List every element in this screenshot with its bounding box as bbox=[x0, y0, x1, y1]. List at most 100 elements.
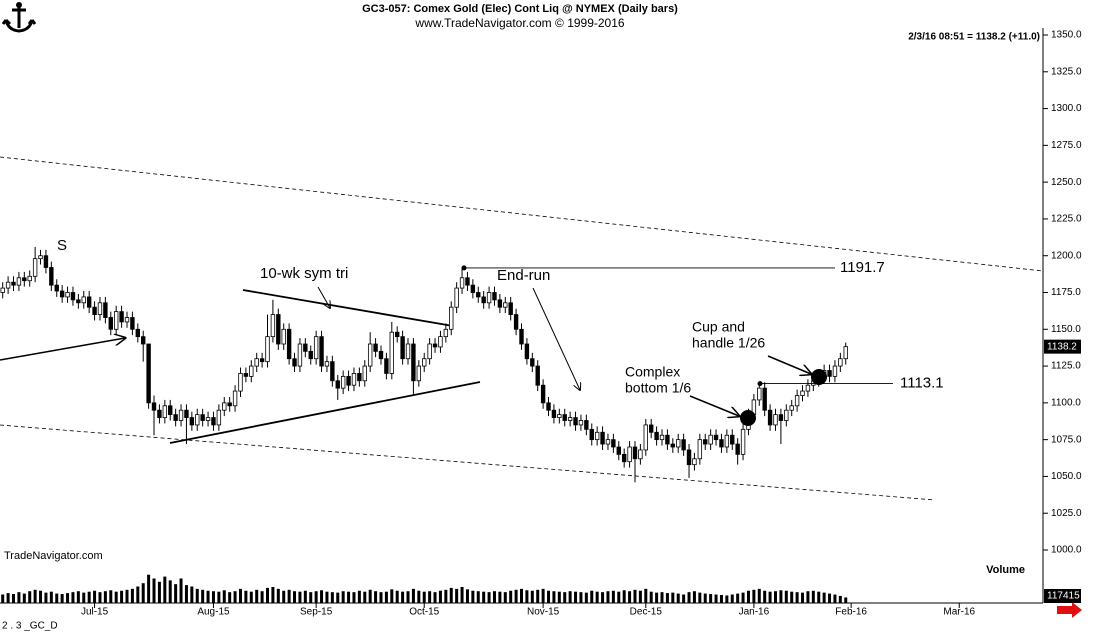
volume-bar bbox=[228, 592, 232, 603]
volume-bar bbox=[438, 590, 442, 603]
candle-body bbox=[119, 311, 124, 323]
volume-bar bbox=[374, 591, 378, 603]
volume-bar bbox=[320, 590, 324, 603]
volume-bar bbox=[514, 589, 518, 603]
volume-bar bbox=[584, 592, 588, 603]
candle-body bbox=[43, 255, 49, 268]
volume-bar bbox=[71, 592, 75, 603]
annotation: Cup and bbox=[692, 319, 745, 335]
volume-bar bbox=[606, 591, 610, 603]
volume-bar bbox=[838, 595, 842, 603]
volume-bar bbox=[828, 593, 832, 603]
candle-body bbox=[357, 373, 362, 382]
volume-bar bbox=[622, 590, 626, 603]
candle-body bbox=[486, 292, 492, 304]
candle-body bbox=[492, 292, 497, 301]
candle-body bbox=[584, 420, 589, 430]
candle-body bbox=[222, 402, 227, 411]
volume-bar bbox=[1, 594, 5, 603]
volume-bar bbox=[55, 593, 59, 603]
x-tick-label: Aug-15 bbox=[197, 607, 230, 618]
volume-bar bbox=[341, 591, 345, 603]
volume-bar bbox=[417, 590, 421, 603]
volume-bar bbox=[17, 592, 21, 603]
candle-body bbox=[730, 434, 735, 445]
candle-body bbox=[340, 375, 346, 389]
volume-bar bbox=[752, 589, 756, 603]
volume-bar bbox=[692, 591, 696, 603]
volume-bar bbox=[330, 592, 334, 603]
volume-bar bbox=[628, 591, 632, 603]
candle-body bbox=[211, 417, 216, 426]
annotation: End-run bbox=[497, 267, 550, 284]
candle-body bbox=[562, 414, 567, 421]
volume-bar bbox=[633, 589, 637, 603]
volume-bar bbox=[352, 592, 356, 603]
candle-body bbox=[270, 314, 276, 338]
candle-body bbox=[519, 328, 524, 345]
y-tick-label: 1025.0 bbox=[1051, 508, 1082, 519]
last-volume-box bbox=[1044, 589, 1081, 603]
candle-body bbox=[648, 424, 654, 433]
volume-bar bbox=[163, 576, 167, 603]
candle-body bbox=[308, 350, 313, 360]
volume-bar bbox=[336, 592, 340, 603]
volume-bar bbox=[395, 590, 399, 603]
annotation: Complex bbox=[625, 364, 680, 380]
candle-body bbox=[0, 287, 5, 293]
candle-body bbox=[784, 409, 789, 421]
volume-bar bbox=[822, 592, 826, 603]
candle-body bbox=[540, 384, 546, 404]
candle-body bbox=[351, 373, 357, 386]
candle-body bbox=[22, 277, 27, 282]
candle-body bbox=[297, 343, 303, 367]
volume-bar bbox=[260, 591, 264, 603]
candle-body bbox=[551, 409, 557, 418]
candle-body bbox=[438, 336, 443, 348]
volume-bar bbox=[233, 591, 237, 603]
volume-bar bbox=[671, 592, 675, 603]
volume-bar bbox=[147, 574, 151, 603]
candle-body bbox=[92, 306, 97, 315]
candle-body bbox=[249, 365, 254, 377]
x-tick-label: Jan-16 bbox=[739, 607, 770, 618]
volume-bar bbox=[411, 588, 415, 603]
volume-bar bbox=[379, 592, 383, 603]
candle-body bbox=[238, 373, 243, 392]
candle-body bbox=[767, 409, 773, 426]
volume-bar bbox=[266, 587, 270, 603]
volume-bar bbox=[282, 590, 286, 603]
volume-bar bbox=[568, 591, 572, 603]
candle-body bbox=[686, 449, 692, 466]
arrow bbox=[767, 355, 811, 374]
volume-bar bbox=[244, 590, 248, 603]
volume-bar bbox=[574, 591, 578, 603]
candle-body bbox=[524, 343, 530, 360]
trend-arrow bbox=[0, 338, 125, 361]
volume-bar bbox=[217, 591, 221, 603]
volume-bar bbox=[563, 592, 567, 603]
candle-body bbox=[259, 358, 265, 363]
candle-body bbox=[205, 417, 211, 421]
level-label: 1191.7 bbox=[840, 259, 885, 276]
candle-body bbox=[416, 365, 422, 382]
candle-body bbox=[719, 439, 724, 448]
volume-bar bbox=[773, 591, 777, 603]
candle-body bbox=[497, 299, 503, 308]
x-tick-label: Oct-15 bbox=[409, 607, 439, 618]
candle-body bbox=[108, 317, 113, 330]
volume-bar bbox=[736, 593, 740, 603]
scroll-arrow[interactable] bbox=[1057, 602, 1082, 618]
volume-bar bbox=[120, 590, 124, 603]
candle-body bbox=[427, 343, 432, 360]
candle-body bbox=[286, 328, 292, 360]
volume-bar bbox=[590, 590, 594, 603]
candle-body bbox=[16, 277, 22, 286]
volume-bar bbox=[719, 594, 723, 603]
volume-bar bbox=[103, 591, 107, 603]
volume-bar bbox=[130, 588, 134, 603]
volume-bar bbox=[509, 590, 513, 603]
volume-bar bbox=[482, 591, 486, 603]
volume-bar bbox=[790, 591, 794, 603]
